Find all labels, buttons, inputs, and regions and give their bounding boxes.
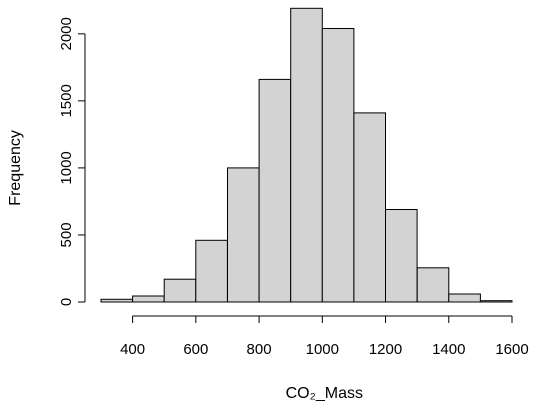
x-tick-label: 1000 xyxy=(306,341,339,358)
x-axis: 400 600 800 1000 1200 1400 1600 xyxy=(120,316,529,358)
histogram-bar xyxy=(133,296,165,302)
histogram-bar xyxy=(228,168,260,302)
x-tick-label: 1600 xyxy=(495,341,528,358)
y-tick-label: 1000 xyxy=(58,151,75,184)
y-tick-label: 0 xyxy=(58,298,75,306)
histogram-bar xyxy=(354,113,386,302)
histogram-bar xyxy=(101,299,133,302)
x-tick-label: 1400 xyxy=(432,341,465,358)
histogram-bar xyxy=(164,279,196,302)
y-axis-title: Frequency xyxy=(7,130,24,206)
y-tick-label: 500 xyxy=(58,222,75,247)
x-axis-title: CO₂_Mass xyxy=(286,385,363,402)
y-axis: 0 500 1000 1500 2000 xyxy=(58,17,85,306)
x-tick-label: 1200 xyxy=(369,341,402,358)
histogram-bar xyxy=(480,301,512,302)
y-tick-label: 2000 xyxy=(58,17,75,50)
x-tick-label: 400 xyxy=(120,341,145,358)
histogram-bar xyxy=(259,79,291,302)
y-tick-label: 1500 xyxy=(58,84,75,117)
histogram-bar xyxy=(196,240,228,302)
histogram-bar xyxy=(417,268,449,302)
bars-group xyxy=(101,8,512,302)
histogram-bar xyxy=(449,294,481,302)
histogram-bar xyxy=(322,29,354,303)
x-tick-label: 800 xyxy=(247,341,272,358)
histogram-bar xyxy=(386,210,418,303)
x-tick-label: 600 xyxy=(183,341,208,358)
histogram-bar xyxy=(291,8,323,302)
